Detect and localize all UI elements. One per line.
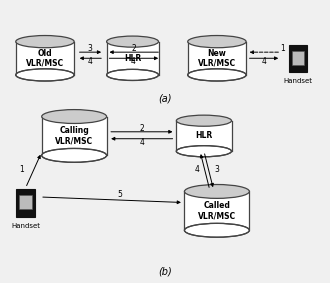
Ellipse shape xyxy=(188,69,246,81)
Ellipse shape xyxy=(184,185,249,198)
FancyBboxPatch shape xyxy=(292,51,304,65)
Text: 3: 3 xyxy=(214,165,219,174)
Ellipse shape xyxy=(176,115,232,126)
Text: 4: 4 xyxy=(194,165,199,174)
Ellipse shape xyxy=(107,69,158,80)
Polygon shape xyxy=(42,117,107,155)
Ellipse shape xyxy=(42,110,107,123)
FancyBboxPatch shape xyxy=(16,188,35,216)
Text: HLR: HLR xyxy=(195,131,213,140)
Text: 4: 4 xyxy=(261,57,266,66)
Polygon shape xyxy=(176,121,232,151)
Text: (a): (a) xyxy=(158,93,172,104)
Text: 1: 1 xyxy=(280,44,285,53)
Polygon shape xyxy=(184,191,249,230)
Text: 4: 4 xyxy=(131,57,136,66)
Text: 4: 4 xyxy=(139,138,144,147)
Ellipse shape xyxy=(42,149,107,162)
Ellipse shape xyxy=(16,35,74,48)
Text: 3: 3 xyxy=(87,44,92,53)
Ellipse shape xyxy=(107,36,158,47)
Text: Old
VLR/MSC: Old VLR/MSC xyxy=(26,49,64,68)
Polygon shape xyxy=(107,42,158,75)
Text: (b): (b) xyxy=(158,267,172,277)
FancyBboxPatch shape xyxy=(289,45,307,72)
Text: 4: 4 xyxy=(87,57,92,66)
Text: 5: 5 xyxy=(117,190,122,199)
Polygon shape xyxy=(16,42,74,75)
Text: Calling
VLR/MSC: Calling VLR/MSC xyxy=(55,126,93,146)
Ellipse shape xyxy=(16,69,74,81)
Ellipse shape xyxy=(188,35,246,48)
Text: HLR: HLR xyxy=(124,54,141,63)
Text: Handset: Handset xyxy=(283,78,313,84)
FancyBboxPatch shape xyxy=(19,195,32,209)
Polygon shape xyxy=(188,42,246,75)
Ellipse shape xyxy=(184,223,249,237)
Text: 2: 2 xyxy=(139,124,144,133)
Text: Handset: Handset xyxy=(11,223,40,229)
Ellipse shape xyxy=(176,146,232,157)
Text: 2: 2 xyxy=(131,44,136,53)
Text: 1: 1 xyxy=(19,165,24,174)
Text: Called
VLR/MSC: Called VLR/MSC xyxy=(198,201,236,220)
Text: New
VLR/MSC: New VLR/MSC xyxy=(198,49,236,68)
